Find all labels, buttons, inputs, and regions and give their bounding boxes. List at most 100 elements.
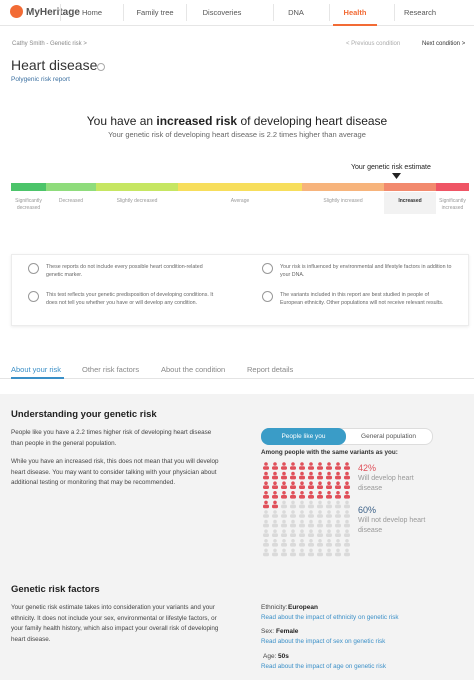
person-icon (317, 519, 323, 528)
person-icon (344, 491, 350, 499)
person-icon (326, 471, 332, 480)
person-icon (335, 548, 341, 557)
nav-separator (394, 4, 395, 21)
nav-item[interactable]: DNA (288, 8, 304, 17)
person-icon (299, 462, 305, 470)
person-icon (344, 539, 350, 547)
person-icon (263, 519, 269, 528)
info-icon[interactable] (97, 63, 105, 71)
tab[interactable]: Report details (247, 365, 294, 374)
risk-label: Average (230, 198, 250, 204)
stat-label: Will not develop heart disease (358, 517, 426, 534)
person-icon (281, 539, 287, 547)
factor-value: 50s (278, 653, 289, 660)
person-icon (290, 539, 296, 547)
person-icon (317, 500, 323, 509)
factor-link[interactable]: Read about the impact of ethnicity on ge… (261, 614, 399, 621)
person-icon (281, 529, 287, 537)
previous-link[interactable]: < Previous condition (346, 41, 401, 47)
nav-active-indicator (333, 24, 377, 26)
note-icon (28, 263, 39, 274)
person-icon (344, 462, 350, 470)
factor-link[interactable]: Read about the impact of sex on genetic … (261, 638, 386, 645)
nav-separator (329, 4, 330, 21)
person-icon (335, 500, 341, 509)
breadcrumb[interactable]: Cathy Smith - Genetic risk > (12, 41, 87, 47)
stat-label: Will develop heart disease (358, 475, 414, 492)
person-icon (308, 519, 314, 528)
person-icon (299, 500, 305, 509)
person-icon (308, 548, 314, 557)
person-icon (326, 529, 332, 537)
stat-percent: 60% (358, 505, 377, 515)
person-icon (290, 510, 296, 518)
notes-box (11, 254, 469, 326)
risk-segment (384, 183, 436, 191)
next-link[interactable]: Next condition > (422, 41, 466, 47)
person-icon (308, 471, 314, 480)
tab[interactable]: About the condition (161, 365, 226, 374)
person-icon (335, 471, 341, 480)
risk-segment (96, 183, 178, 191)
grid-caption: Among people with the same variants as y… (261, 449, 398, 456)
person-icon (272, 462, 278, 470)
person-icon (263, 510, 269, 518)
page-title: Heart disease (11, 57, 98, 73)
nav-item[interactable]: Home (81, 8, 102, 17)
nav-item[interactable]: Health (343, 8, 367, 17)
person-icon (281, 491, 287, 499)
person-icon (272, 481, 278, 489)
nav-bar: MyHeritage (0, 0, 474, 26)
nav-item[interactable]: Research (403, 8, 437, 17)
person-icon (263, 529, 269, 537)
person-icon (308, 462, 314, 470)
risk-segment (302, 183, 384, 191)
risk-segment (178, 183, 302, 191)
nav-separator (186, 4, 187, 21)
person-icon (272, 539, 278, 547)
person-icon (344, 529, 350, 537)
logo-icon (10, 5, 23, 18)
person-icon (272, 510, 278, 518)
person-icon (344, 481, 350, 489)
person-icon (317, 471, 323, 480)
person-icon (308, 500, 314, 509)
risk-highlight (384, 192, 436, 214)
factor-label: Age: (263, 653, 277, 660)
people-grid (263, 462, 350, 557)
nav-item[interactable]: Discoveries (202, 8, 242, 17)
person-icon (335, 529, 341, 537)
risk-label: Decreased (58, 198, 84, 204)
tab[interactable]: Other risk factors (82, 365, 140, 374)
person-icon (344, 471, 350, 480)
logo[interactable]: MyHeritage (26, 7, 80, 18)
person-icon (326, 548, 332, 557)
nav-separator (60, 4, 61, 21)
person-icon (344, 548, 350, 557)
risk-segment (11, 183, 46, 191)
person-icon (299, 481, 305, 489)
person-icon (335, 462, 341, 470)
person-icon (326, 519, 332, 528)
person-icon (335, 481, 341, 489)
factor-link[interactable]: Read about the impact of age on genetic … (261, 663, 386, 670)
person-icon (308, 539, 314, 547)
person-icon (326, 510, 332, 518)
nav-item[interactable]: Family tree (136, 8, 174, 17)
note: Your risk is influenced by environmental… (280, 264, 452, 278)
tab[interactable]: About your risk (11, 365, 62, 374)
toggle-option[interactable]: General population (361, 433, 416, 440)
person-icon (272, 471, 278, 480)
note-icon (262, 291, 273, 302)
person-icon (299, 510, 305, 518)
person-icon (308, 510, 314, 518)
person-icon (281, 519, 287, 528)
person-icon (263, 548, 269, 557)
risk-label: Slightly increased (323, 198, 363, 204)
toggle-option-active[interactable]: People like you (261, 428, 346, 445)
section-title: Understanding your genetic risk (11, 409, 157, 420)
person-icon (281, 481, 287, 489)
person-icon (272, 519, 278, 528)
person-icon (299, 529, 305, 537)
